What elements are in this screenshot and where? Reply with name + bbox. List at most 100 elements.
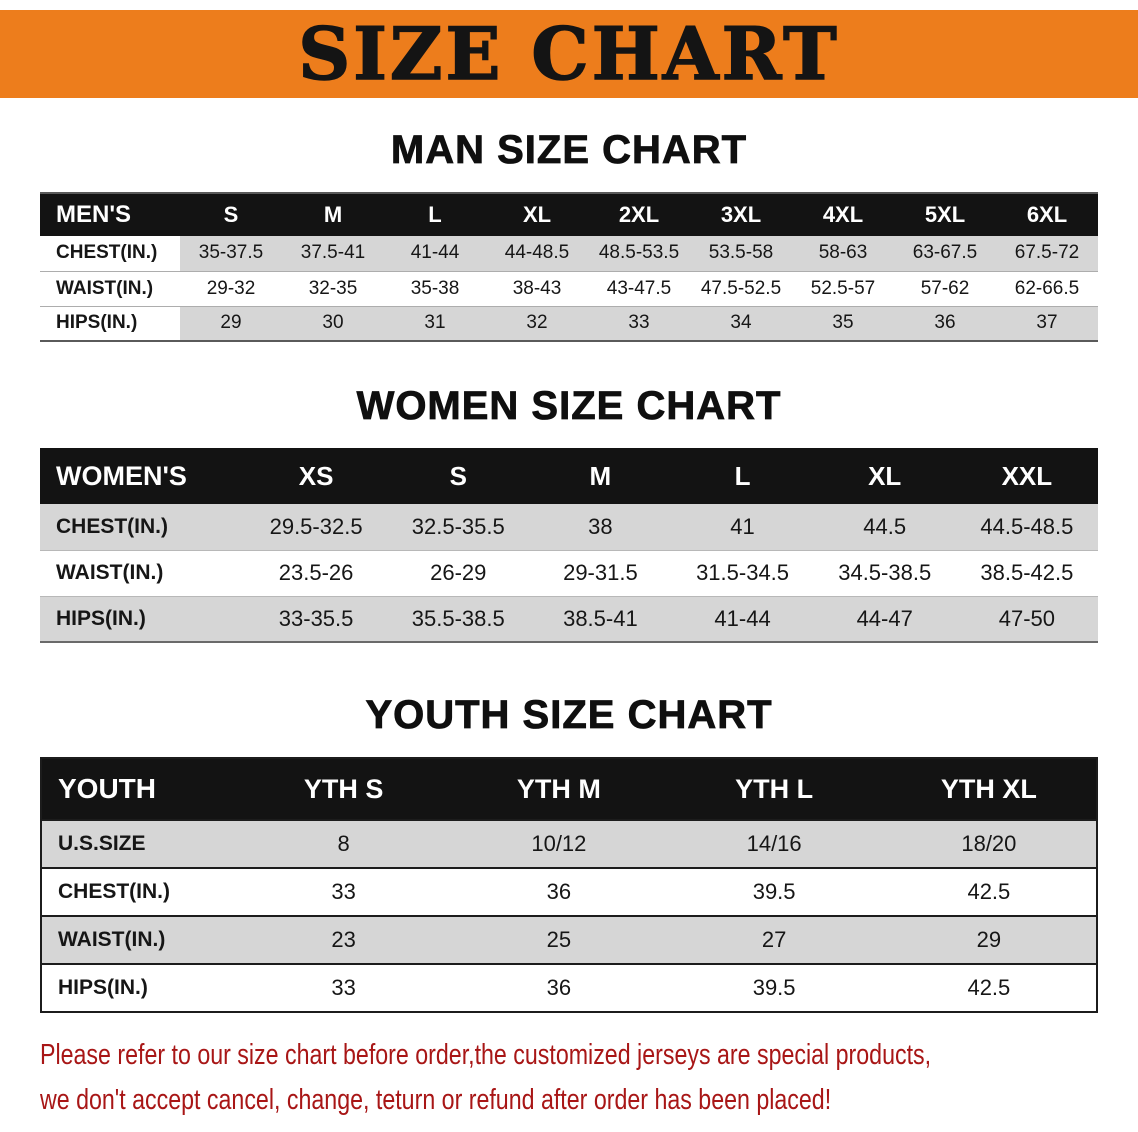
size-column-header: S xyxy=(387,448,530,504)
size-column-header: 3XL xyxy=(690,193,792,236)
size-column-header: YTH L xyxy=(666,758,882,820)
youth-hips-row: HIPS(IN.) 33 36 39.5 42.5 xyxy=(41,964,1097,1012)
size-value: 36 xyxy=(894,306,996,341)
row-label: WAIST(IN.) xyxy=(56,561,164,584)
size-value: 44.5 xyxy=(813,504,956,550)
size-value: 48.5-53.5 xyxy=(588,236,690,271)
size-value: 31 xyxy=(384,306,486,341)
men-chest-row: CHEST(IN.) 35-37.5 37.5-41 41-44 44-48.5… xyxy=(40,236,1098,271)
size-value: 23 xyxy=(236,916,452,964)
size-value: 39.5 xyxy=(752,975,796,1000)
size-value: 34.5-38.5 xyxy=(838,560,932,585)
women-size-table: WOMEN'S XS S M L XL XXL CHEST(IN.) 29.5-… xyxy=(40,448,1098,643)
size-value: 53.5-58 xyxy=(690,236,792,271)
size-value: 41-44 xyxy=(671,596,814,642)
women-chart-heading: WOMEN SIZE CHART xyxy=(356,384,782,429)
youth-table-title: YOUTH xyxy=(41,758,236,820)
women-header-row: WOMEN'S XS S M L XL XXL xyxy=(40,448,1098,504)
size-value: 47.5-52.5 xyxy=(700,277,782,299)
size-value: 33 xyxy=(331,879,356,904)
size-value: 47-50 xyxy=(955,596,1098,642)
size-value: 10/12 xyxy=(451,820,667,868)
youth-header-row: YOUTH YTH S YTH M YTH L YTH XL xyxy=(41,758,1097,820)
size-value: 35-37.5 xyxy=(180,236,282,271)
size-column-header: YTH M xyxy=(451,758,667,820)
size-column-header: M xyxy=(529,448,672,504)
size-value: 42.5 xyxy=(967,975,1011,1000)
youth-waist-row: WAIST(IN.) 23 25 27 29 xyxy=(41,916,1097,964)
youth-section: YOUTH SIZE CHART YOUTH YTH S YTH M YTH L… xyxy=(0,693,1138,1013)
size-column-header: 5XL xyxy=(894,193,996,236)
size-value: 33-35.5 xyxy=(245,596,388,642)
size-value: 29-31.5 xyxy=(563,560,638,585)
size-column-header: XL xyxy=(813,448,956,504)
size-value: 36 xyxy=(546,879,572,904)
size-value: 29-32 xyxy=(206,277,256,299)
disclaimer-line-2: we don't accept cancel, change, teturn o… xyxy=(40,1084,832,1117)
women-waist-row: WAIST(IN.) 23.5-26 26-29 29-31.5 31.5-34… xyxy=(40,550,1098,596)
size-value: 38.5-42.5 xyxy=(980,560,1074,585)
size-value: 29 xyxy=(881,916,1097,964)
row-label: WAIST(IN.) xyxy=(41,916,236,964)
size-column-header: 6XL xyxy=(996,193,1098,236)
disclaimer: Please refer to our size chart before or… xyxy=(40,1037,1138,1119)
women-chest-row: CHEST(IN.) 29.5-32.5 32.5-35.5 38 41 44.… xyxy=(40,504,1098,550)
page-title: SIZE CHART xyxy=(297,11,840,96)
youth-chart-heading: YOUTH SIZE CHART xyxy=(365,693,773,738)
row-label: CHEST(IN.) xyxy=(40,504,245,550)
size-column-header: XXL xyxy=(955,448,1098,504)
youth-ussize-row: U.S.SIZE 8 10/12 14/16 18/20 xyxy=(41,820,1097,868)
men-section: MAN SIZE CHART MEN'S S M L XL 2XL 3XL 4X… xyxy=(0,128,1138,342)
size-value: 33 xyxy=(588,306,690,341)
row-label: HIPS(IN.) xyxy=(56,312,138,334)
size-column-header: XS xyxy=(245,448,388,504)
size-column-header: L xyxy=(671,448,814,504)
men-waist-row: WAIST(IN.) 29-32 32-35 35-38 38-43 43-47… xyxy=(40,271,1098,306)
size-value: 42.5 xyxy=(967,879,1011,904)
size-column-header: L xyxy=(384,193,486,236)
row-label: U.S.SIZE xyxy=(41,820,236,868)
size-value: 33 xyxy=(331,975,356,1000)
size-column-header: S xyxy=(180,193,282,236)
men-size-table: MEN'S S M L XL 2XL 3XL 4XL 5XL 6XL CHEST… xyxy=(40,192,1098,342)
size-value: 8 xyxy=(236,820,452,868)
size-value: 31.5-34.5 xyxy=(696,560,790,585)
size-value: 32-35 xyxy=(308,277,358,299)
size-value: 37 xyxy=(996,306,1098,341)
size-value: 63-67.5 xyxy=(894,236,996,271)
row-label: WAIST(IN.) xyxy=(56,277,154,299)
size-column-header: YTH XL xyxy=(881,758,1097,820)
men-table-title: MEN'S xyxy=(40,193,180,236)
disclaimer-line-1: Please refer to our size chart before or… xyxy=(40,1039,932,1071)
size-value: 52.5-57 xyxy=(810,277,876,299)
men-hips-row: HIPS(IN.) 29 30 31 32 33 34 35 36 37 xyxy=(40,306,1098,341)
size-value: 27 xyxy=(666,916,882,964)
size-value: 29.5-32.5 xyxy=(245,504,388,550)
size-value: 67.5-72 xyxy=(996,236,1098,271)
size-value: 36 xyxy=(546,975,572,1000)
size-value: 38.5-41 xyxy=(529,596,672,642)
size-column-header: XL xyxy=(486,193,588,236)
size-value: 29 xyxy=(180,306,282,341)
size-value: 58-63 xyxy=(792,236,894,271)
youth-chest-row: CHEST(IN.) 33 36 39.5 42.5 xyxy=(41,868,1097,916)
women-hips-row: HIPS(IN.) 33-35.5 35.5-38.5 38.5-41 41-4… xyxy=(40,596,1098,642)
row-label: HIPS(IN.) xyxy=(40,596,245,642)
size-value: 32.5-35.5 xyxy=(387,504,530,550)
row-label: CHEST(IN.) xyxy=(56,242,158,264)
size-value: 38-43 xyxy=(512,277,562,299)
size-value: 39.5 xyxy=(752,879,796,904)
size-value: 23.5-26 xyxy=(278,560,354,585)
row-label: CHEST(IN.) xyxy=(58,880,170,903)
size-value: 38 xyxy=(529,504,672,550)
youth-size-table: YOUTH YTH S YTH M YTH L YTH XL U.S.SIZE … xyxy=(40,757,1098,1013)
banner: SIZE CHART xyxy=(0,10,1138,98)
size-value: 57-62 xyxy=(920,277,970,299)
women-section: WOMEN SIZE CHART WOMEN'S XS S M L XL XXL… xyxy=(0,384,1138,643)
size-column-header: 4XL xyxy=(792,193,894,236)
size-column-header: 2XL xyxy=(588,193,690,236)
size-value: 30 xyxy=(282,306,384,341)
size-value: 44-48.5 xyxy=(486,236,588,271)
size-value: 37.5-41 xyxy=(282,236,384,271)
